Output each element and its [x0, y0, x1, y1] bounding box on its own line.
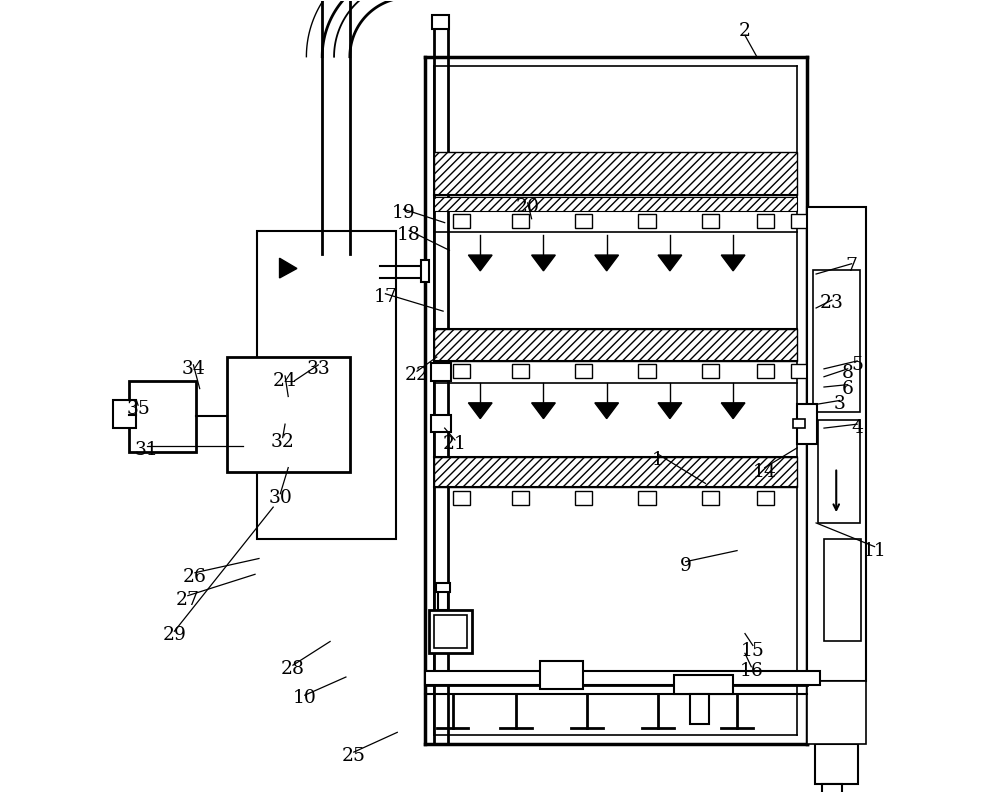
- Bar: [757, 364, 774, 378]
- Text: 28: 28: [281, 660, 305, 678]
- Bar: [421, 260, 429, 282]
- Bar: [431, 415, 451, 432]
- Text: 1: 1: [652, 450, 664, 469]
- Bar: [540, 661, 583, 689]
- Text: 33: 33: [306, 360, 330, 377]
- Bar: [575, 214, 592, 228]
- Bar: [575, 491, 592, 505]
- Bar: [638, 214, 656, 228]
- Text: 10: 10: [293, 689, 317, 707]
- Bar: [429, 610, 472, 653]
- Bar: [638, 364, 656, 378]
- Text: 20: 20: [516, 197, 540, 216]
- Text: 24: 24: [273, 372, 297, 389]
- Bar: [822, 783, 842, 793]
- Polygon shape: [280, 259, 297, 278]
- Bar: [791, 214, 808, 228]
- Polygon shape: [595, 255, 619, 271]
- Bar: [674, 675, 733, 695]
- Text: 14: 14: [753, 462, 777, 481]
- Text: 6: 6: [842, 380, 854, 397]
- Polygon shape: [721, 255, 745, 271]
- Text: 25: 25: [342, 747, 366, 765]
- Text: 8: 8: [842, 364, 854, 381]
- Text: 22: 22: [405, 366, 429, 384]
- Bar: [453, 491, 470, 505]
- Polygon shape: [658, 255, 682, 271]
- Polygon shape: [532, 403, 555, 419]
- Bar: [512, 491, 529, 505]
- Bar: [638, 491, 656, 505]
- Bar: [793, 419, 805, 428]
- Bar: [791, 364, 808, 378]
- Text: 2: 2: [739, 21, 751, 40]
- Bar: [757, 214, 774, 228]
- Text: 26: 26: [183, 568, 207, 586]
- Bar: [265, 464, 388, 500]
- Text: 5: 5: [851, 356, 863, 374]
- Bar: [113, 400, 136, 428]
- Bar: [257, 231, 396, 538]
- Bar: [807, 681, 866, 744]
- Bar: [273, 255, 380, 508]
- Bar: [283, 270, 370, 460]
- Text: 15: 15: [741, 642, 765, 660]
- Bar: [512, 364, 529, 378]
- Bar: [824, 538, 861, 642]
- Polygon shape: [532, 255, 555, 271]
- Bar: [432, 15, 449, 29]
- Text: 34: 34: [181, 360, 205, 377]
- Polygon shape: [721, 403, 745, 419]
- Bar: [227, 357, 350, 472]
- Bar: [267, 251, 386, 282]
- Bar: [702, 491, 719, 505]
- Bar: [434, 458, 797, 488]
- Text: 21: 21: [443, 435, 467, 453]
- Bar: [436, 583, 450, 592]
- Text: 19: 19: [392, 204, 415, 222]
- Text: 4: 4: [851, 419, 863, 437]
- Text: 23: 23: [820, 294, 844, 312]
- Bar: [425, 671, 820, 685]
- Text: 27: 27: [176, 591, 200, 608]
- Bar: [813, 270, 860, 412]
- Bar: [434, 197, 797, 211]
- Polygon shape: [468, 403, 492, 419]
- Bar: [690, 695, 709, 725]
- Bar: [512, 214, 529, 228]
- Text: 7: 7: [846, 257, 858, 275]
- Text: 32: 32: [271, 432, 295, 450]
- Text: 29: 29: [162, 626, 186, 644]
- Text: 18: 18: [397, 225, 421, 243]
- Polygon shape: [595, 403, 619, 419]
- Text: 16: 16: [739, 662, 763, 680]
- Bar: [434, 615, 467, 648]
- Bar: [453, 214, 470, 228]
- Bar: [129, 381, 196, 452]
- Bar: [702, 364, 719, 378]
- Bar: [264, 460, 389, 508]
- Polygon shape: [658, 403, 682, 419]
- Text: 35: 35: [126, 400, 150, 418]
- Bar: [431, 363, 451, 381]
- Text: 17: 17: [373, 288, 397, 306]
- Bar: [815, 744, 858, 783]
- Text: 9: 9: [680, 557, 692, 576]
- Text: 3: 3: [834, 396, 846, 413]
- Bar: [757, 491, 774, 505]
- Bar: [702, 214, 719, 228]
- Text: 11: 11: [863, 542, 886, 560]
- Polygon shape: [468, 255, 492, 271]
- Bar: [807, 207, 866, 681]
- Bar: [453, 364, 470, 378]
- Bar: [434, 151, 797, 195]
- Bar: [575, 364, 592, 378]
- Bar: [818, 420, 860, 523]
- Bar: [434, 329, 797, 361]
- Text: 30: 30: [268, 488, 292, 507]
- Bar: [438, 590, 448, 610]
- Bar: [797, 404, 817, 444]
- Text: 31: 31: [135, 441, 159, 459]
